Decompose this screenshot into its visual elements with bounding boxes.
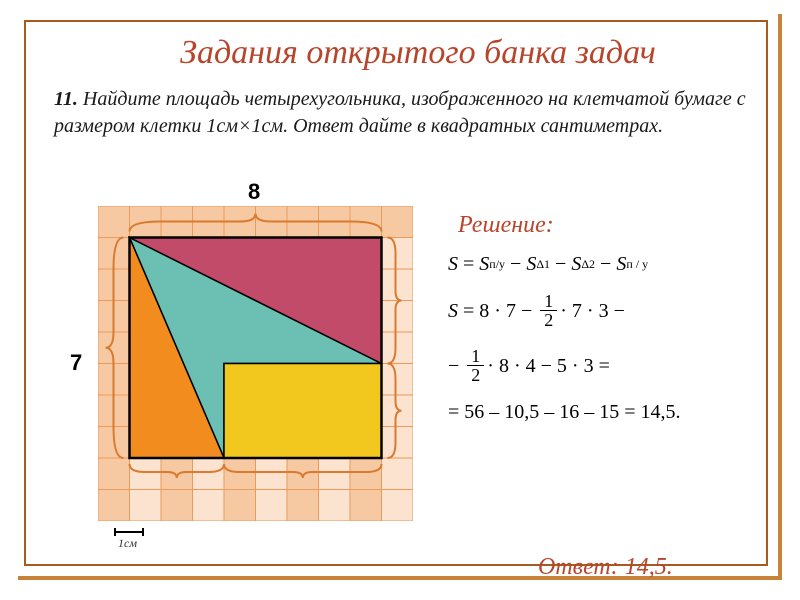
scale-label: 1см <box>118 536 137 551</box>
dim-top: 8 <box>248 179 260 205</box>
problem-body: Найдите площадь четырехугольника, изобра… <box>54 88 746 137</box>
formula-1: S = Sп/у − SΔ1 − SΔ2 − Sп / у <box>448 254 788 274</box>
dim-left: 7 <box>70 350 82 376</box>
problem-text: 11. Найдите площадь четырехугольника, из… <box>54 86 784 140</box>
problem-number: 11. <box>54 88 78 110</box>
formula-3: − 12 · 8 · 4 − 5 · 3 = <box>448 347 788 384</box>
answer: Ответ: 14,5. <box>538 554 673 581</box>
grid-diagram <box>98 206 413 521</box>
formula-4: = 56 – 10,5 – 16 – 15 = 14,5. <box>448 402 788 422</box>
scale-bar <box>114 531 144 533</box>
formula-2: S = 8 · 7 − 12 · 7 · 3 − <box>448 292 788 329</box>
slide-card: Задания открытого банка задач 11. Найдит… <box>18 14 782 580</box>
formula-block: S = Sп/у − SΔ1 − SΔ2 − Sп / у S = 8 · 7 … <box>448 254 788 440</box>
solution-label: Решение: <box>458 212 554 239</box>
page-title: Задания открытого банка задач <box>48 34 788 72</box>
